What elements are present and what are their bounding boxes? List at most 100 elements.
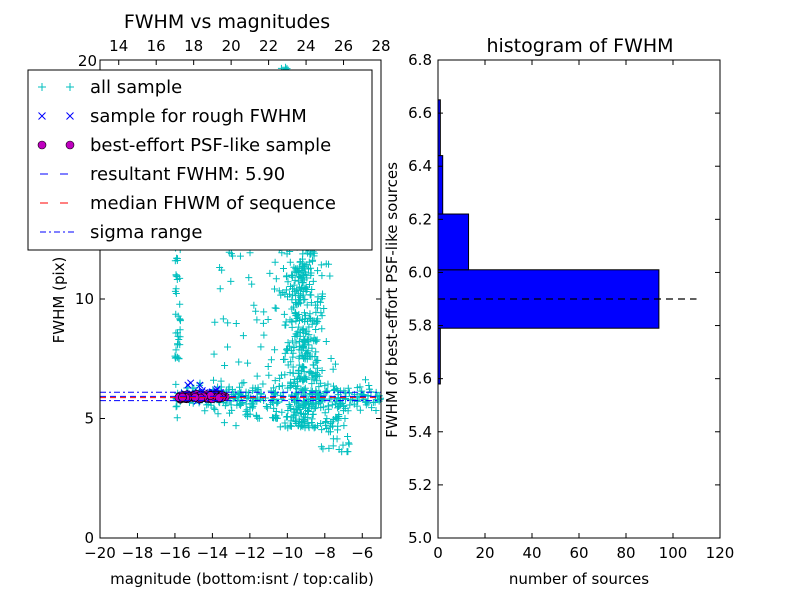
all-sample-point: [309, 256, 317, 264]
all-sample-point: [334, 426, 342, 434]
all-sample-point: [309, 410, 317, 418]
all-sample-point: [294, 390, 302, 398]
all-sample-point: [281, 422, 289, 430]
all-sample-point: [272, 412, 280, 420]
all-sample-point: [301, 335, 309, 343]
all-sample-point: [293, 315, 301, 323]
all-sample-point: [312, 325, 320, 333]
all-sample-point: [299, 386, 307, 394]
all-sample-point: [305, 314, 313, 322]
all-sample-point: [294, 286, 302, 294]
all-sample-point: [314, 267, 322, 275]
all-sample-point: [318, 426, 326, 434]
all-sample-point: [262, 403, 270, 411]
histogram-y-tick-label: 5.2: [408, 476, 432, 494]
all-sample-point: [368, 404, 376, 412]
all-sample-point: [286, 282, 294, 290]
all-sample-point: [354, 397, 362, 405]
all-sample-point: [299, 250, 307, 258]
all-sample-point: [306, 310, 314, 318]
all-sample-point: [275, 287, 283, 295]
all-sample-point: [295, 300, 303, 308]
scatter-top-x-tick-label: 28: [371, 37, 390, 55]
scatter-top-x-tick-label: 18: [184, 37, 203, 55]
all-sample-point: [227, 277, 235, 285]
all-sample-point: [365, 382, 373, 390]
legend-marker-x: [38, 112, 46, 120]
all-sample-point: [326, 272, 334, 280]
all-sample-point: [263, 404, 271, 412]
all-sample-point: [306, 291, 314, 299]
all-sample-point: [296, 258, 304, 266]
scatter-panel: FWHM vs magnitudes −20 −18 −16 −14 −12 −10 −8−…: [27, 11, 391, 588]
histogram-x-tick-label: 0: [433, 544, 443, 562]
all-sample-point: [272, 275, 280, 283]
all-sample-point: [254, 414, 262, 422]
all-sample-point: [278, 395, 286, 403]
all-sample-point: [217, 377, 225, 385]
all-sample-point: [314, 298, 322, 306]
all-sample-point: [172, 272, 180, 280]
all-sample-point: [308, 353, 316, 361]
all-sample-point: [174, 312, 182, 320]
all-sample-point: [292, 419, 300, 427]
all-sample-point: [295, 415, 303, 423]
all-sample-point: [317, 261, 325, 269]
all-sample-point: [221, 361, 229, 369]
legend-marker-circle: [37, 140, 47, 150]
all-sample-point: [274, 398, 282, 406]
all-sample-point: [339, 407, 347, 415]
all-sample-point: [341, 414, 349, 422]
all-sample-point: [316, 389, 324, 397]
all-sample-point: [176, 300, 184, 308]
all-sample-point: [293, 286, 301, 294]
all-sample-point: [271, 346, 279, 354]
scatter-legend: all sample sample for rough FWHM best-effo…: [27, 69, 373, 251]
all-sample-point: [308, 401, 316, 409]
all-sample-point: [286, 402, 294, 410]
all-sample-point: [238, 379, 246, 387]
all-sample-point: [356, 406, 364, 414]
all-sample-point: [345, 439, 353, 447]
scatter-title: FWHM vs magnitudes: [124, 11, 330, 33]
all-sample-point: [334, 404, 342, 412]
all-sample-point: [297, 292, 305, 300]
all-sample-point: [289, 413, 297, 421]
all-sample-point: [299, 325, 307, 333]
all-sample-point: [288, 337, 296, 345]
all-sample-point: [295, 354, 303, 362]
all-sample-point: [324, 380, 332, 388]
all-sample-point: [292, 339, 300, 347]
all-sample-point: [317, 404, 325, 412]
all-sample-point: [288, 305, 296, 313]
all-sample-point: [292, 405, 300, 413]
all-sample-point: [300, 309, 308, 317]
all-sample-point: [300, 413, 308, 421]
all-sample-point: [353, 402, 361, 410]
all-sample-point: [312, 348, 320, 356]
all-sample-point: [220, 419, 228, 427]
all-sample-point: [271, 304, 279, 312]
scatter-y-axis-label: FWHM (pix): [50, 257, 68, 344]
all-sample-point: [301, 263, 309, 271]
all-sample-point: [313, 371, 321, 379]
all-sample-point: [344, 432, 352, 440]
all-sample-point: [172, 353, 180, 361]
all-sample-point: [244, 359, 252, 367]
histogram-x-tick-label: 100: [659, 544, 688, 562]
all-sample-point: [295, 369, 303, 377]
all-sample-point: [260, 331, 268, 339]
all-sample-point: [327, 354, 335, 362]
scatter-x-tick-label: −20: [84, 544, 116, 562]
all-sample-point: [309, 277, 317, 285]
all-sample-point: [340, 422, 348, 430]
all-sample-point: [237, 400, 245, 408]
all-sample-point: [235, 358, 243, 366]
all-sample-point: [293, 264, 301, 272]
histogram-y-tick-label: 5.4: [408, 423, 432, 441]
all-sample-point: [314, 400, 322, 408]
all-sample-point: [356, 383, 364, 391]
all-sample-point: [318, 325, 326, 333]
histogram-x-tick-label: 20: [475, 544, 494, 562]
all-sample-point: [234, 390, 242, 398]
